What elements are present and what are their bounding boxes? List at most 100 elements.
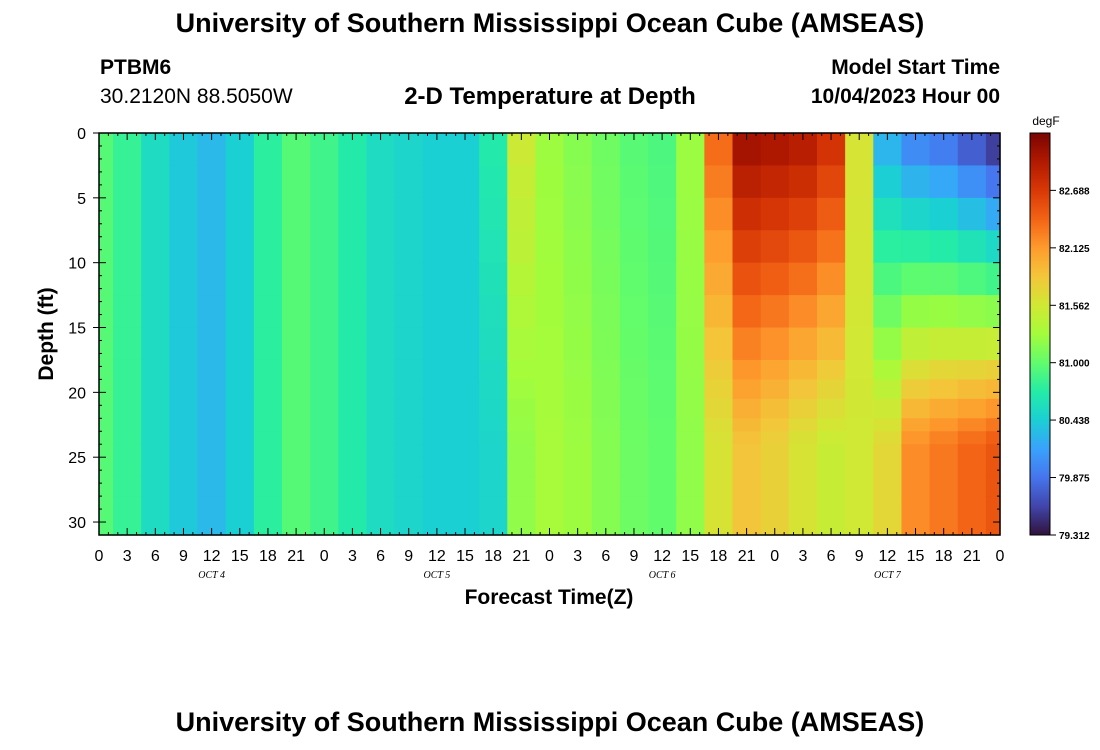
heatmap-cell bbox=[957, 476, 987, 497]
heatmap-cell bbox=[310, 418, 339, 432]
heatmap-cell bbox=[563, 398, 593, 419]
heatmap-cell bbox=[845, 398, 874, 419]
heatmap-cell bbox=[901, 295, 931, 329]
heatmap-cell bbox=[563, 327, 593, 361]
heatmap-cell bbox=[901, 476, 931, 497]
heatmap-cell bbox=[225, 262, 255, 296]
heatmap-cell bbox=[99, 398, 114, 419]
heatmap-cell bbox=[197, 457, 227, 478]
heatmap-cell bbox=[141, 295, 170, 329]
heatmap-cell bbox=[338, 476, 368, 497]
heatmap-cell bbox=[845, 431, 874, 445]
heatmap-cell bbox=[648, 431, 677, 445]
heatmap-cell bbox=[648, 457, 677, 478]
x-tick-label: 15 bbox=[907, 548, 925, 565]
heatmap-cell bbox=[929, 230, 959, 264]
heatmap-cell bbox=[901, 197, 931, 231]
heatmap-cell bbox=[816, 379, 846, 400]
heatmap-cell bbox=[985, 197, 1001, 231]
heatmap-cell bbox=[366, 327, 396, 361]
heatmap-cell bbox=[704, 197, 734, 231]
heatmap-cell bbox=[535, 476, 565, 497]
heatmap-cell bbox=[901, 444, 931, 458]
heatmap-cell bbox=[282, 457, 311, 478]
heatmap-cell bbox=[816, 327, 846, 361]
heatmap-cell bbox=[985, 165, 1001, 199]
heatmap-cell bbox=[450, 165, 480, 199]
heatmap-cell bbox=[788, 431, 818, 445]
heatmap-cell bbox=[169, 165, 199, 199]
heatmap-cell bbox=[507, 197, 537, 231]
x-tick-label: 15 bbox=[231, 548, 249, 565]
heatmap-cell bbox=[845, 418, 874, 432]
heatmap-cell bbox=[394, 327, 424, 361]
heatmap-cell bbox=[310, 431, 339, 445]
heatmap-cell bbox=[957, 197, 987, 231]
heatmap-cell bbox=[282, 359, 311, 380]
heatmap-cell bbox=[253, 457, 283, 478]
heatmap-cell bbox=[535, 230, 565, 264]
heatmap-cell bbox=[479, 379, 508, 400]
heatmap-cell bbox=[282, 197, 311, 231]
heatmap-cell bbox=[366, 398, 396, 419]
heatmap-cell bbox=[957, 444, 987, 458]
heatmap-cell bbox=[479, 418, 508, 432]
heatmap-cell bbox=[845, 262, 874, 296]
heatmap-cell bbox=[282, 262, 311, 296]
heatmap-cell bbox=[591, 262, 621, 296]
heatmap-cell bbox=[648, 327, 677, 361]
y-axis-label: Depth (ft) bbox=[35, 287, 58, 380]
heatmap-cell bbox=[338, 262, 368, 296]
heatmap-cell bbox=[591, 379, 621, 400]
heatmap-cell bbox=[394, 262, 424, 296]
heatmap-cell bbox=[282, 165, 311, 199]
heatmap-cell bbox=[197, 444, 227, 458]
heatmap-cell bbox=[732, 457, 762, 478]
heatmap-cell bbox=[366, 262, 396, 296]
colorbar-tick-label: 82.688 bbox=[1059, 186, 1090, 197]
heatmap-cell bbox=[788, 165, 818, 199]
heatmap-cell bbox=[648, 262, 677, 296]
heatmap-cell bbox=[591, 476, 621, 497]
heatmap-cell bbox=[479, 197, 508, 231]
heatmap-cell bbox=[591, 398, 621, 419]
heatmap-cell bbox=[535, 418, 565, 432]
y-tick-label: 5 bbox=[77, 191, 86, 208]
heatmap-cell bbox=[676, 197, 705, 231]
heatmap-cell bbox=[169, 431, 199, 445]
heatmap-cell bbox=[873, 165, 903, 199]
heatmap-cell bbox=[479, 295, 508, 329]
heatmap-cell bbox=[310, 457, 339, 478]
heatmap-cell bbox=[507, 418, 537, 432]
heatmap-cell bbox=[394, 379, 424, 400]
heatmap-cell bbox=[619, 295, 649, 329]
x-tick-label: 21 bbox=[963, 548, 981, 565]
heatmap-cell bbox=[929, 197, 959, 231]
heatmap-cell bbox=[310, 398, 339, 419]
heatmap-cell bbox=[479, 262, 508, 296]
heatmap-cell bbox=[957, 165, 987, 199]
heatmap-cell bbox=[141, 165, 170, 199]
heatmap-cell bbox=[929, 379, 959, 400]
heatmap-cell bbox=[450, 418, 480, 432]
heatmap-cell bbox=[479, 431, 508, 445]
heatmap-cell bbox=[535, 457, 565, 478]
heatmap-cell bbox=[957, 457, 987, 478]
heatmap-cell bbox=[197, 262, 227, 296]
heatmap-cell bbox=[507, 262, 537, 296]
heatmap-cell bbox=[507, 230, 537, 264]
heatmap-cell bbox=[676, 431, 705, 445]
heatmap-cell bbox=[99, 133, 114, 167]
heatmap-cell bbox=[619, 197, 649, 231]
heatmap-cell bbox=[99, 359, 114, 380]
model-start-value: 10/04/2023 Hour 00 bbox=[810, 85, 1000, 108]
heatmap-cell bbox=[788, 457, 818, 478]
heatmap-cell bbox=[450, 431, 480, 445]
heatmap-cell bbox=[535, 262, 565, 296]
heatmap-cell bbox=[479, 457, 508, 478]
heatmap-cell bbox=[310, 359, 339, 380]
heatmap-cell bbox=[845, 379, 874, 400]
heatmap-cell bbox=[225, 165, 255, 199]
heatmap-cell bbox=[225, 444, 255, 458]
heatmap-cell bbox=[760, 295, 790, 329]
